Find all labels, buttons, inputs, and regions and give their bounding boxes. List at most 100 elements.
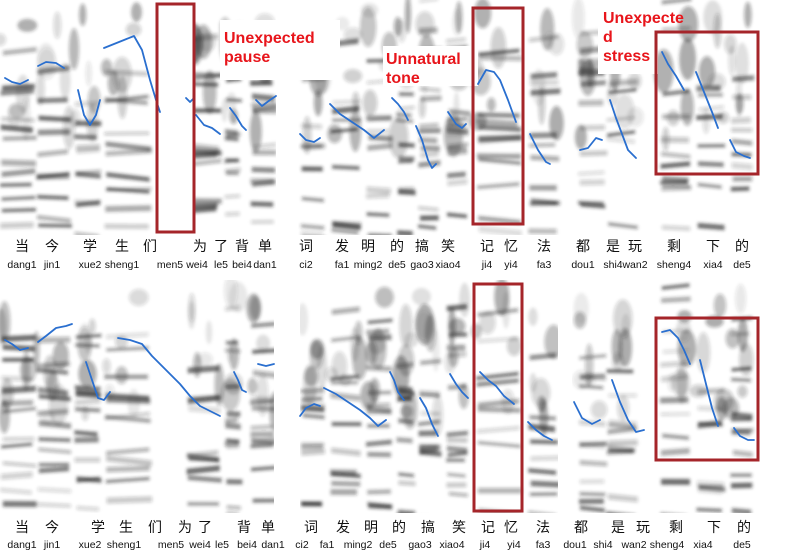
syllable-hanzi: 的	[392, 520, 406, 536]
syllable-pinyin: dang1	[7, 539, 37, 551]
syllable-hanzi: 们	[143, 239, 157, 255]
syllable-hanzi: 生	[115, 239, 129, 255]
pitch-contour	[579, 137, 603, 151]
annotation-unnatural-tone: Unnatural tone	[386, 51, 461, 87]
syllable-hanzi: 背	[235, 239, 249, 255]
silence-region	[274, 280, 300, 513]
syllable-pinyin: sheng4	[656, 259, 692, 271]
syllable-pinyin: de5	[379, 539, 397, 551]
syllable-pinyin: yi4	[507, 539, 521, 551]
pitch-contour	[233, 371, 247, 393]
syllable-hanzi: 背	[237, 520, 251, 536]
syllable-hanzi: 下	[707, 520, 721, 536]
syllable-pinyin: gao3	[410, 259, 434, 271]
syllable-pinyin: xue2	[78, 539, 102, 551]
pitch-contour	[527, 421, 553, 441]
pitch-contour	[479, 371, 515, 405]
pitch-contour	[323, 387, 387, 427]
syllable-hanzi: 笑	[441, 239, 455, 255]
syllable-hanzi: 单	[261, 520, 275, 536]
syllable-pinyin: sheng1	[106, 539, 142, 551]
syllable-pinyin: shi4	[593, 539, 613, 551]
silence-region	[598, 4, 658, 74]
syllable-hanzi: 玩	[636, 520, 650, 536]
syllable-pinyin: ci2	[295, 539, 309, 551]
pitch-contour	[449, 373, 469, 399]
syllable-hanzi: 是	[606, 239, 620, 255]
syllable-hanzi: 词	[299, 239, 313, 255]
pitch-contour	[195, 114, 221, 135]
syllable-hanzi: 玩	[628, 239, 642, 255]
highlight-box-pause	[155, 2, 196, 234]
syllable-hanzi: 发	[336, 520, 350, 536]
spectrogram-top	[0, 0, 760, 235]
syllable-hanzi: 都	[574, 520, 588, 536]
syllable-pinyin: jin1	[43, 539, 61, 551]
syllable-pinyin: de5	[733, 539, 751, 551]
pitch-contour	[103, 35, 161, 113]
syllable-pinyin: wei4	[189, 539, 211, 551]
pitch-contour	[4, 339, 29, 351]
syllable-hanzi: 法	[536, 520, 550, 536]
pitch-contour	[611, 379, 645, 433]
syllable-hanzi: 搞	[421, 520, 435, 536]
syllable-pinyin: de5	[388, 259, 406, 271]
pitch-contour	[729, 139, 751, 159]
syllable-pinyin: dou1	[571, 259, 595, 271]
syllable-pinyin: dang1	[7, 259, 37, 271]
syllable-hanzi: 明	[361, 239, 375, 255]
syllable-pinyin: ji4	[479, 539, 491, 551]
syllable-hanzi: 发	[335, 239, 349, 255]
syllable-hanzi: 剩	[669, 520, 683, 536]
syllable-pinyin: wei4	[186, 259, 208, 271]
pitch-contour	[661, 51, 685, 91]
pitch-contour	[699, 359, 719, 427]
syllable-hanzi: 的	[737, 520, 751, 536]
syllable-pinyin: fa1	[334, 259, 350, 271]
silence-region	[159, 5, 194, 231]
syllable-pinyin: fa3	[536, 259, 552, 271]
syllable-hanzi: 忆	[504, 239, 518, 255]
syllable-pinyin: men5	[157, 539, 185, 551]
syllable-hanzi: 今	[45, 520, 59, 536]
syllable-pinyin: fa1	[319, 539, 335, 551]
spectrogram-panel-bottom: 当今学生们为了背单词发明的搞笑记忆法都是玩剩下的 dang1 jin1 xue2 sh…	[0, 280, 789, 560]
pitch-contour	[573, 401, 601, 425]
highlight-box-stress-reference	[654, 316, 760, 462]
syllable-hanzi: 今	[45, 239, 59, 255]
syllable-hanzi: 为	[178, 520, 192, 536]
syllable-hanzi: 生	[119, 520, 133, 536]
syllable-pinyin: jin1	[43, 259, 61, 271]
syllable-hanzi: 当	[15, 520, 29, 536]
syllable-hanzi: 是	[611, 520, 625, 536]
syllable-pinyin: shi4	[603, 259, 623, 271]
syllable-pinyin: dou1	[563, 539, 587, 551]
syllable-pinyin: gao3	[408, 539, 432, 551]
syllable-hanzi: 忆	[504, 520, 518, 536]
pitch-contour	[609, 99, 637, 159]
pitch-contour	[255, 95, 277, 107]
syllable-hanzi: 学	[91, 520, 105, 536]
syllable-pinyin: fa3	[535, 539, 551, 551]
pitch-contour	[299, 133, 321, 143]
pitch-contour	[37, 323, 73, 343]
syllable-hanzi: 下	[706, 239, 720, 255]
spectrogram-texture	[0, 280, 754, 513]
syllable-hanzi: 词	[304, 520, 318, 536]
syllable-pinyin: dan1	[253, 259, 277, 271]
syllable-pinyin: wan2	[622, 259, 648, 271]
syllable-pinyin: wan2	[621, 539, 647, 551]
pitch-contour	[77, 89, 101, 126]
syllable-hanzi: 的	[735, 239, 749, 255]
highlight-box-tone-reference	[472, 282, 524, 513]
annotation-unexpected-pause: Unexpected pause	[224, 30, 315, 66]
syllable-hanzi: 为	[193, 239, 207, 255]
pitch-contour	[329, 103, 385, 139]
syllable-hanzi: 了	[214, 239, 228, 255]
pitch-contour	[391, 97, 409, 121]
hanzi-row-top: 当今学生们为了背单词发明的搞笑记忆法都是玩剩下的	[0, 236, 789, 256]
syllable-pinyin: sheng1	[104, 259, 140, 271]
syllable-pinyin: xia4	[703, 259, 723, 271]
spectrogram-bottom	[0, 280, 760, 513]
syllable-pinyin: bei4	[232, 259, 252, 271]
